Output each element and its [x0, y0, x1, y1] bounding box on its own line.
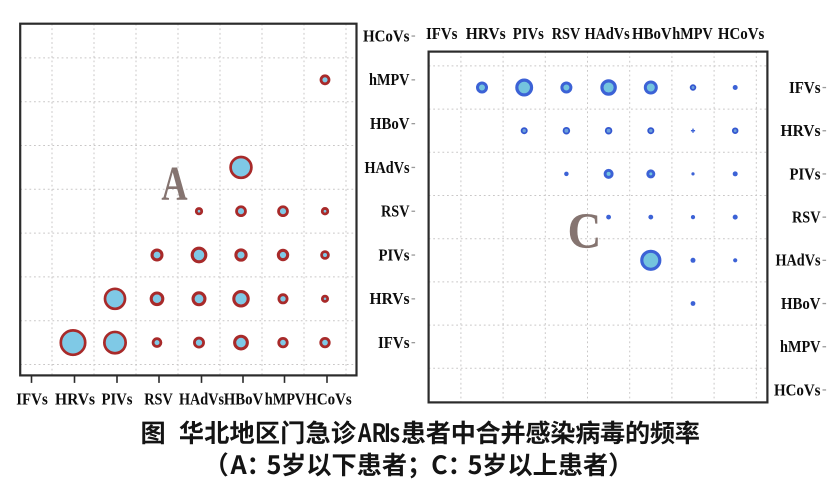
svg-text:IFVs: IFVs	[16, 390, 48, 409]
svg-text:hMPV: hMPV	[672, 24, 713, 43]
svg-text:HRVs: HRVs	[55, 390, 95, 409]
svg-text:PIVs: PIVs	[513, 24, 544, 43]
svg-text:IFVs: IFVs	[426, 24, 458, 43]
svg-text:HBoV: HBoV	[632, 24, 672, 43]
svg-text:HRVs: HRVs	[781, 121, 821, 140]
svg-text:HRVs: HRVs	[370, 289, 410, 308]
svg-text:HCoVs: HCoVs	[305, 390, 352, 409]
svg-text:HBoV: HBoV	[781, 294, 821, 313]
svg-text:IFVs: IFVs	[378, 333, 410, 352]
svg-text:hMPV: hMPV	[265, 390, 306, 409]
svg-text:C: C	[568, 202, 602, 259]
svg-text:HAdVs: HAdVs	[585, 24, 630, 43]
svg-text:HBoV: HBoV	[370, 114, 410, 133]
svg-text:HBoV: HBoV	[224, 390, 264, 409]
svg-text:RSV: RSV	[144, 390, 173, 409]
svg-text:HAdVs: HAdVs	[365, 158, 410, 177]
svg-text:RSV: RSV	[381, 202, 410, 221]
svg-text:PIVs: PIVs	[790, 164, 821, 183]
svg-text:HRVs: HRVs	[466, 24, 506, 43]
svg-text:PIVs: PIVs	[379, 245, 410, 264]
svg-text:HCoVs: HCoVs	[774, 380, 821, 399]
svg-text:hMPV: hMPV	[780, 337, 821, 356]
svg-text:HCoVs: HCoVs	[363, 26, 410, 45]
svg-text:RSV: RSV	[792, 208, 821, 227]
svg-text:IFVs: IFVs	[789, 78, 821, 97]
svg-text:HAdVs: HAdVs	[179, 390, 224, 409]
svg-text:HCoVs: HCoVs	[718, 24, 765, 43]
svg-text:HAdVs: HAdVs	[776, 251, 821, 270]
svg-text:A: A	[161, 157, 187, 210]
svg-text:PIVs: PIVs	[102, 390, 133, 409]
svg-text:RSV: RSV	[552, 24, 581, 43]
svg-text:hMPV: hMPV	[369, 70, 410, 89]
